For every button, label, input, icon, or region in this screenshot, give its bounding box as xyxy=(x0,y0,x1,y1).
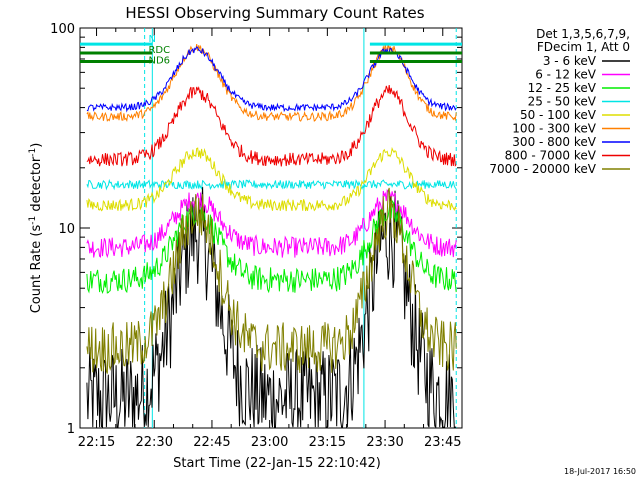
x-axis-label: Start Time (22-Jan-15 22:10:42) xyxy=(173,456,381,471)
x-tick-label: 23:45 xyxy=(424,435,461,450)
plot-frame xyxy=(79,27,463,429)
x-tick-label: 23:15 xyxy=(309,435,346,450)
x-tick-labels: 22:15 22:30 22:45 23:00 23:15 23:30 23:45 xyxy=(78,435,462,450)
legend-entry-label: 100 - 300 keV xyxy=(512,122,596,136)
legend-entry-label: 300 - 800 keV xyxy=(512,135,596,149)
series-line-2 xyxy=(86,199,457,295)
legend-entry-label: 12 - 25 keV xyxy=(528,81,597,95)
legend-entry-label: 7000 - 20000 keV xyxy=(489,162,596,176)
legend-header-1: Det 1,3,5,6,7,9, xyxy=(536,27,630,41)
legend-entry-label: 800 - 7000 keV xyxy=(505,149,597,163)
legend-entry-label: 25 - 50 keV xyxy=(528,95,597,109)
x-tick-label: 22:45 xyxy=(193,435,230,450)
x-tick-label: 22:15 xyxy=(78,435,115,450)
axis-ticks xyxy=(80,27,462,429)
y-tick-labels: 1 10 100 xyxy=(50,22,75,437)
series-lines xyxy=(86,43,457,429)
y-axis-label: Count Rate (s-1 detector-1) xyxy=(28,143,44,314)
series-line-3 xyxy=(86,178,457,191)
legend-header-2: FDecim 1, Att 0 xyxy=(537,40,630,54)
legend: Det 1,3,5,6,7,9, FDecim 1, Att 0 3 - 6 k… xyxy=(489,27,630,176)
series-line-4 xyxy=(86,146,457,212)
x-tick-label: 23:00 xyxy=(251,435,288,450)
y-tick-label: 10 xyxy=(58,222,75,237)
series-line-8 xyxy=(86,187,457,374)
chart-title: HESSI Observing Summary Count Rates xyxy=(125,4,424,22)
series-line-1 xyxy=(86,188,457,259)
y-tick-label: 100 xyxy=(50,22,75,37)
series-line-5 xyxy=(86,43,457,122)
flag-label-0: N xyxy=(148,34,155,45)
legend-entry-label: 50 - 100 keV xyxy=(520,108,597,122)
x-tick-label: 23:30 xyxy=(366,435,403,450)
series-line-7 xyxy=(86,85,457,167)
footer-date: 18-Jul-2017 16:50 xyxy=(564,467,636,476)
flag-label-1: RDC xyxy=(148,45,170,56)
x-tick-label: 22:30 xyxy=(136,435,173,450)
y-tick-label: 1 xyxy=(67,422,75,437)
legend-entry-label: 6 - 12 keV xyxy=(535,68,597,82)
flag-label-2: ND6 xyxy=(148,55,170,66)
series-line-0 xyxy=(86,186,457,429)
legend-entry-label: 3 - 6 keV xyxy=(543,54,597,68)
